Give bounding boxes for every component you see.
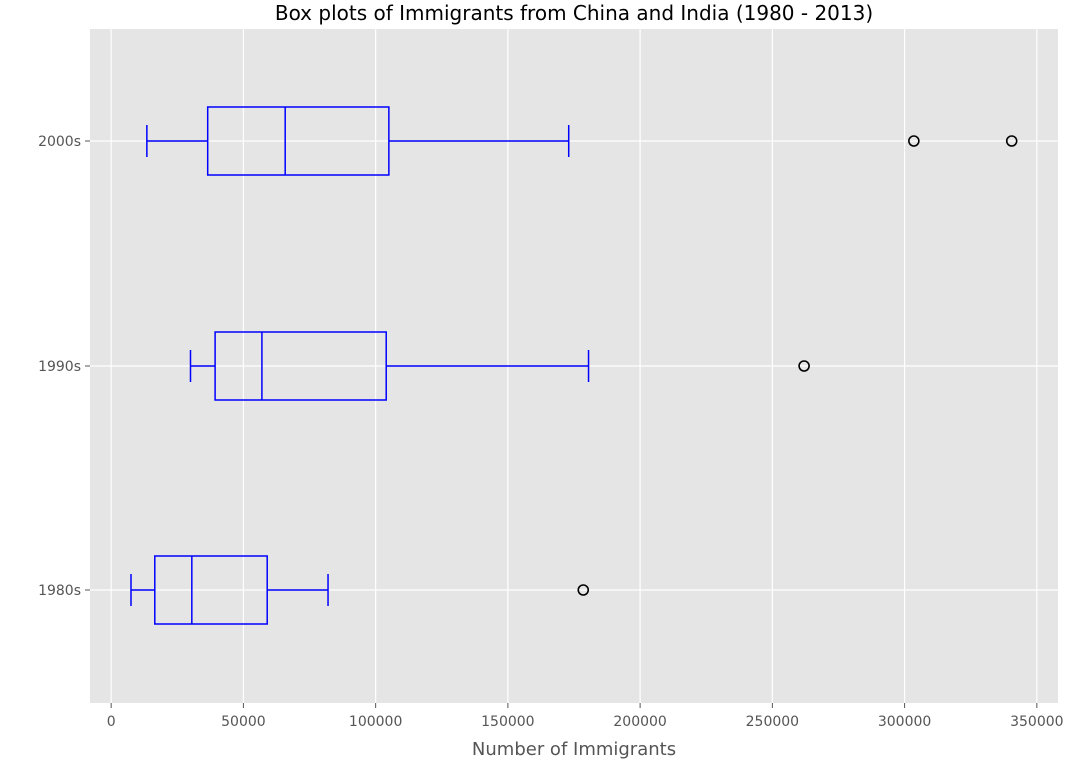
box-iqr — [154, 555, 268, 625]
y-tick-label-1990s: 1990s — [38, 359, 81, 375]
box-1990s — [189, 331, 810, 401]
x-axis-title: Number of Immigrants — [472, 739, 676, 760]
chart-title: Box plots of Immigrants from China and I… — [275, 1, 873, 25]
outlier-point — [1005, 135, 1018, 147]
x-tick-label: 200000 — [613, 714, 666, 730]
box-series — [130, 106, 1018, 625]
outlier-point — [798, 360, 810, 372]
x-tick-label: 250000 — [746, 714, 799, 730]
x-tick-label: 100000 — [349, 714, 402, 730]
box-1980s — [130, 555, 590, 625]
x-tick-label: 300000 — [878, 714, 931, 730]
outlier-point — [577, 584, 590, 596]
y-axis-ticks: 2000s 1990s 1980s — [38, 134, 90, 599]
x-tick-label: 50000 — [221, 714, 266, 730]
x-tick-label: 150000 — [481, 714, 534, 730]
y-tick-label-2000s: 2000s — [38, 134, 81, 150]
box-iqr — [214, 331, 387, 401]
box-2000s — [146, 106, 1018, 176]
x-axis-ticks: 0 50000 100000 150000 200000 250000 300000 3500… — [107, 703, 1064, 730]
y-tick-label-1980s: 1980s — [38, 583, 81, 599]
outlier-point — [908, 135, 920, 147]
x-tick-label: 350000 — [1010, 714, 1063, 730]
box-iqr — [206, 106, 390, 176]
x-tick-label: 0 — [107, 714, 116, 730]
